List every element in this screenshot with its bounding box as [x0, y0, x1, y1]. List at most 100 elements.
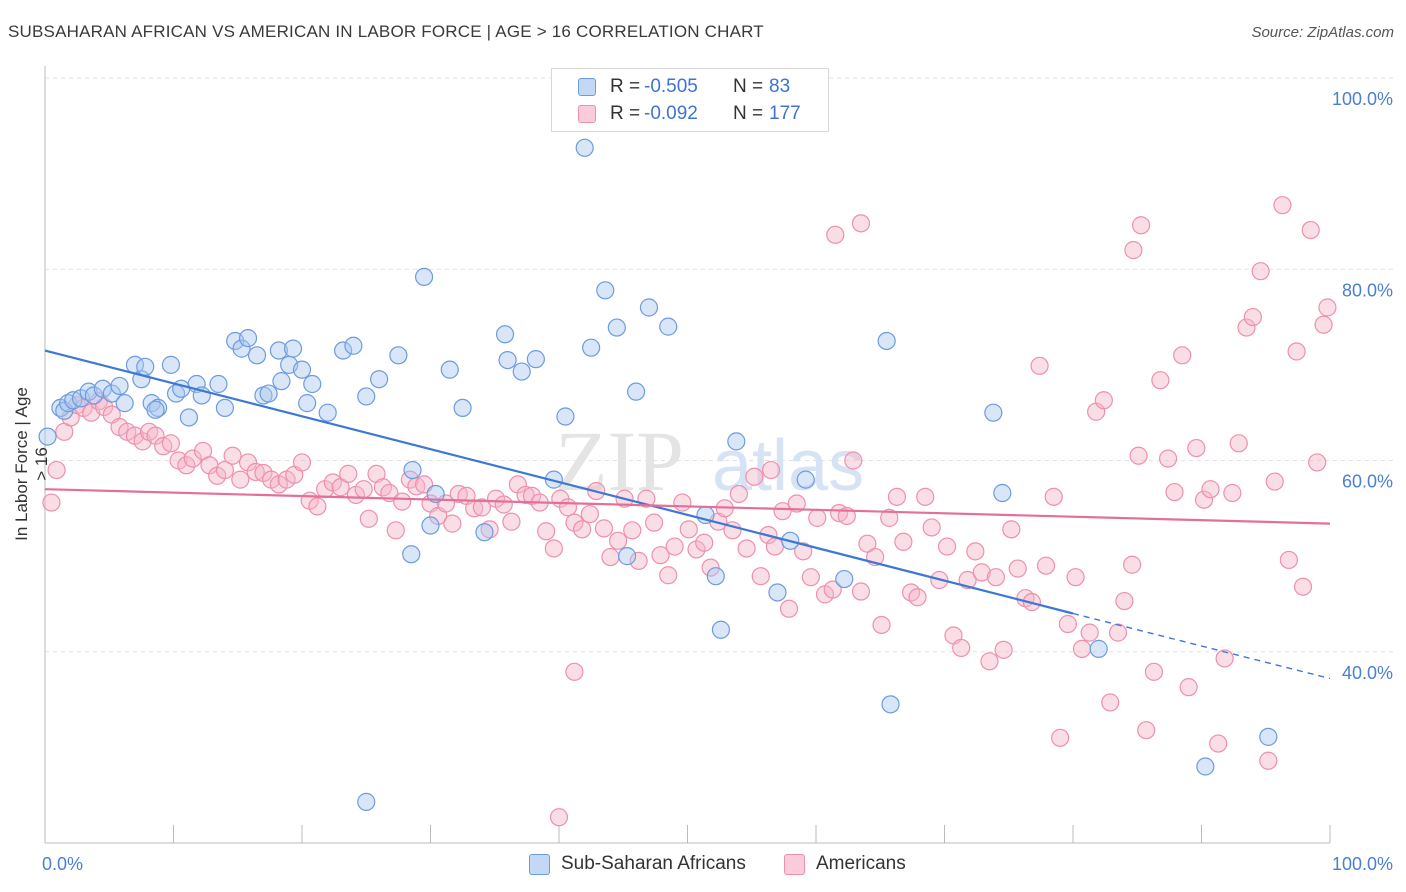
data-point	[475, 523, 494, 542]
data-point	[1243, 307, 1263, 327]
data-point	[993, 483, 1012, 503]
trend-lines	[44, 349, 1331, 680]
data-point	[1229, 434, 1248, 453]
data-point	[480, 520, 499, 539]
data-point	[872, 615, 891, 635]
data-point	[1237, 318, 1256, 337]
data-point	[894, 532, 913, 551]
data-point	[344, 336, 363, 355]
data-point	[851, 214, 871, 233]
gridlines	[45, 77, 1395, 653]
data-point	[209, 374, 228, 394]
data-point	[1072, 639, 1092, 658]
data-point	[453, 398, 472, 418]
data-point	[881, 695, 900, 714]
data-point	[1259, 751, 1278, 770]
data-point	[386, 521, 405, 540]
data-point	[952, 638, 971, 658]
data-point	[357, 792, 376, 811]
data-point	[858, 534, 877, 553]
data-point	[472, 498, 491, 517]
data-point	[161, 434, 181, 453]
data-point	[1158, 449, 1178, 468]
data-point	[1080, 623, 1099, 642]
trend-line-sub-saharan-extension	[1072, 612, 1331, 680]
y-tick-label: 100.0%	[1332, 89, 1393, 109]
data-point	[773, 502, 792, 521]
legend-swatch-pink	[578, 105, 596, 123]
data-point	[751, 567, 770, 586]
data-point	[495, 325, 515, 344]
trend-line-americans	[44, 488, 1331, 525]
legend-label: Americans	[816, 853, 906, 874]
legend-r-label: R =	[610, 76, 641, 97]
data-point	[556, 407, 575, 426]
data-point	[558, 498, 578, 517]
data-point	[292, 453, 312, 472]
data-point	[796, 470, 815, 489]
data-point	[1008, 559, 1027, 578]
data-point	[880, 508, 899, 527]
legend-n-label: N =	[733, 76, 764, 97]
legend-n-value: 177	[769, 103, 801, 124]
data-point	[161, 355, 181, 374]
data-point	[1058, 614, 1077, 634]
data-point	[639, 298, 659, 317]
data-point	[711, 620, 731, 639]
data-point	[1165, 482, 1184, 502]
data-point	[259, 384, 278, 403]
data-point	[272, 372, 291, 391]
data-point	[512, 362, 531, 381]
data-point	[958, 570, 977, 590]
data-point	[844, 451, 863, 470]
data-point	[727, 432, 746, 451]
data-point	[516, 485, 535, 505]
data-point	[1223, 483, 1242, 503]
data-point	[102, 384, 121, 403]
data-point	[695, 533, 714, 552]
data-point	[1308, 453, 1327, 472]
data-point	[1196, 757, 1215, 776]
data-point	[1265, 472, 1284, 491]
tick-labels: 40.0% 60.0% 80.0% 100.0% 0.0% 100.0%	[42, 89, 1393, 874]
data-point	[994, 640, 1013, 659]
data-point	[393, 492, 412, 511]
axes	[44, 66, 1331, 844]
data-point	[308, 497, 327, 516]
data-point	[370, 370, 389, 389]
data-point	[644, 513, 664, 532]
data-point	[298, 394, 317, 413]
data-point	[283, 339, 303, 358]
x-tick-label: 100.0%	[1332, 854, 1393, 874]
data-point	[1259, 727, 1278, 746]
data-point	[626, 382, 646, 401]
legend-n-label: N =	[733, 103, 764, 124]
data-point	[146, 400, 165, 419]
data-point	[303, 374, 322, 394]
data-point	[877, 331, 896, 351]
data-point	[908, 588, 927, 607]
data-point	[1293, 577, 1313, 596]
data-point	[972, 563, 991, 582]
data-point	[768, 583, 787, 602]
data-point	[826, 225, 845, 244]
data-point	[440, 360, 459, 379]
data-point	[359, 509, 378, 528]
data-point	[526, 350, 545, 369]
data-point	[148, 398, 168, 418]
legend-swatch-blue	[578, 78, 596, 96]
data-point	[402, 545, 421, 564]
watermark: ZIP atlas	[555, 413, 864, 509]
data-point	[575, 138, 594, 157]
data-point	[1194, 490, 1214, 509]
series-legend: Sub-Saharan Africans Americans	[0, 852, 1406, 876]
data-point	[737, 539, 756, 558]
data-point	[823, 580, 842, 599]
watermark-atlas: atlas	[712, 426, 864, 506]
data-point	[1030, 356, 1049, 375]
data-point	[787, 494, 806, 513]
data-point	[808, 508, 827, 527]
y-axis-label: In Labor Force | Age > 16	[12, 387, 51, 541]
data-point	[177, 456, 196, 475]
